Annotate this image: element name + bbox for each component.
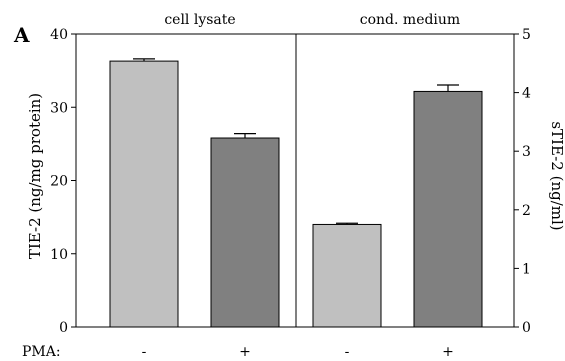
right-axis-tick-label: 0	[522, 320, 531, 336]
panel-letter: A	[13, 23, 30, 47]
bar	[210, 137, 280, 328]
left-axis-tick-label: 10	[50, 247, 68, 263]
right-axis-tick-label: 2	[522, 203, 531, 219]
left-axis-tick-label: 30	[50, 100, 68, 116]
bar	[109, 60, 179, 328]
plot-area: 0 10 20 30 40 0 1 2 3 4 5 - + - +	[50, 27, 531, 360]
bar	[413, 90, 483, 328]
right-axis-tick-label: 1	[522, 261, 531, 277]
bar	[312, 223, 382, 328]
x-row-label: PMA:	[22, 344, 61, 360]
right-axis-tick-label: 4	[522, 86, 531, 102]
right-axis-tick-label: 5	[522, 27, 531, 43]
group-label-cell-lysate: cell lysate	[164, 12, 235, 28]
right-axis-tick-label: 3	[522, 144, 531, 160]
pma-label: +	[442, 344, 454, 360]
left-axis-label: TIE-2 (ng/mg protein)	[26, 93, 44, 259]
left-axis-tick-label: 40	[50, 27, 68, 43]
pma-label: -	[142, 344, 147, 360]
right-axis-label: sTIE-2 (ng/ml)	[548, 121, 565, 230]
left-axis-tick-label: 20	[50, 174, 68, 190]
pma-label: +	[239, 344, 251, 360]
pma-label: -	[345, 344, 350, 360]
group-label-cond-medium: cond. medium	[360, 12, 460, 28]
left-axis-tick-label: 0	[59, 320, 68, 336]
